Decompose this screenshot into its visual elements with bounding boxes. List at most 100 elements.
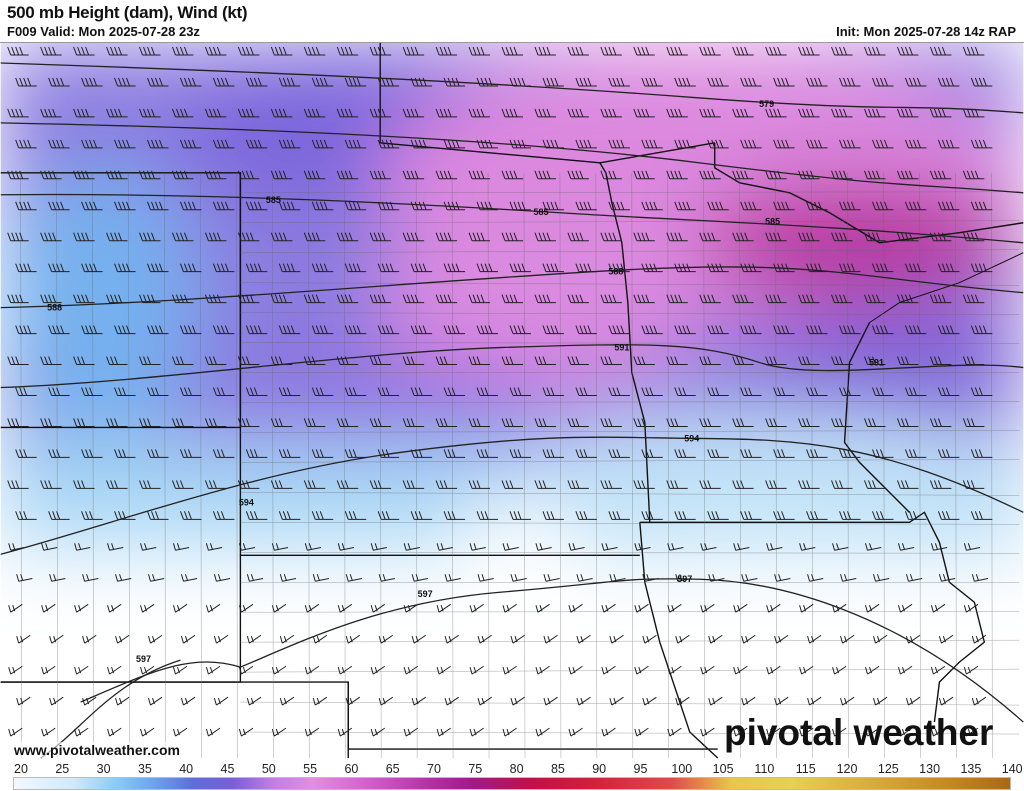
wind-barb <box>73 108 95 118</box>
wind-barb <box>435 170 458 180</box>
wind-barb <box>303 46 326 56</box>
wind-barb <box>904 263 927 273</box>
wind-barb <box>633 46 655 56</box>
wind-barb <box>139 480 161 489</box>
wind-barb <box>212 77 235 87</box>
wind-barb <box>40 418 62 427</box>
website-label[interactable]: www.pivotalweather.com <box>14 742 180 758</box>
wind-barb <box>839 77 861 87</box>
wind-barb <box>839 325 861 335</box>
county-line <box>240 342 1020 344</box>
contour-label: 585 <box>266 195 281 205</box>
wind-barb <box>567 108 589 118</box>
wind-barb <box>469 727 484 737</box>
wind-barb <box>106 170 128 180</box>
county-line <box>595 172 598 759</box>
wind-barb <box>147 139 169 149</box>
wind-barb <box>970 387 993 397</box>
wind-barb <box>567 170 589 180</box>
wind-barb <box>700 727 715 737</box>
county-line <box>240 312 1020 315</box>
wind-barb <box>766 603 781 613</box>
wind-barb <box>435 356 458 366</box>
wind-barb <box>765 46 787 56</box>
wind-barb <box>741 696 756 706</box>
wind-barb <box>608 77 630 87</box>
wind-barb <box>369 294 392 304</box>
wind-barb <box>148 574 165 582</box>
wind-barb <box>864 170 886 180</box>
wind-barb <box>443 325 466 335</box>
wind-barb <box>929 294 952 304</box>
wind-barb <box>773 201 795 211</box>
wind-barb <box>502 727 517 737</box>
wind-barb <box>904 139 927 149</box>
county-line <box>240 282 1020 286</box>
county-line <box>240 639 1020 643</box>
wind-barb <box>369 170 392 180</box>
wind-barb <box>369 418 392 427</box>
wind-barb <box>575 511 597 520</box>
wind-barb <box>279 634 295 644</box>
wind-barb <box>468 108 491 118</box>
wind-barb <box>82 574 99 582</box>
wind-barb <box>904 325 927 335</box>
wind-barb <box>674 139 696 149</box>
wind-barb <box>237 232 260 242</box>
wind-barb <box>114 387 136 397</box>
contour-597 <box>80 578 1024 723</box>
wind-barb <box>238 665 254 675</box>
county-line <box>240 552 1020 554</box>
contour-labels: 579 585 585 585 588 588 591 591 594 594 597 597 597 <box>47 99 884 664</box>
wind-barb <box>410 449 433 458</box>
wind-barb <box>535 603 550 613</box>
wind-barb <box>707 325 729 335</box>
wind-barb <box>963 543 981 551</box>
wind-barb <box>48 263 70 273</box>
county-line <box>20 172 22 759</box>
wind-barb <box>179 139 202 149</box>
wind-barb <box>411 696 427 706</box>
wind-barb <box>865 727 880 737</box>
wind-barb <box>674 449 696 458</box>
wind-barb <box>766 727 781 737</box>
wind-barb <box>237 418 260 427</box>
wind-barb <box>377 325 400 335</box>
wind-barb <box>831 232 853 242</box>
wind-barb <box>279 574 297 582</box>
wind-barb <box>402 108 425 118</box>
wind-barb <box>708 696 723 706</box>
county-line <box>240 610 1020 613</box>
wind-barb <box>81 77 103 87</box>
wind-barb <box>896 418 919 427</box>
wind-barb <box>213 574 231 582</box>
wind-barb <box>468 356 491 366</box>
wind-barb <box>534 418 556 427</box>
contour-label: 591 <box>614 343 629 353</box>
wind-barb <box>501 480 523 489</box>
wind-barb <box>271 665 287 675</box>
wind-barb <box>435 418 458 427</box>
wind-barb <box>576 634 591 644</box>
wind-barb <box>970 77 993 87</box>
county-line <box>240 522 1020 525</box>
wind-barb <box>278 449 301 458</box>
wind-barb <box>7 418 29 427</box>
wind-barb <box>938 634 954 644</box>
wind-barb <box>369 46 392 56</box>
wind-barb <box>600 294 622 304</box>
wind-barb <box>930 665 946 675</box>
wind-barb <box>140 727 155 737</box>
wind-barb <box>970 325 993 335</box>
wind-barb <box>16 634 31 644</box>
map-title: 500 mb Height (dam), Wind (kt) <box>7 3 248 22</box>
wind-barb <box>73 170 95 180</box>
wind-barb <box>543 634 558 644</box>
colorbar-tick: 40 <box>179 762 194 776</box>
wind-barb <box>831 294 853 304</box>
wind-barb <box>831 356 853 366</box>
wind-barb <box>799 603 814 613</box>
wind-barb <box>666 170 688 180</box>
county-line <box>451 172 454 759</box>
wind-barb <box>872 263 894 273</box>
